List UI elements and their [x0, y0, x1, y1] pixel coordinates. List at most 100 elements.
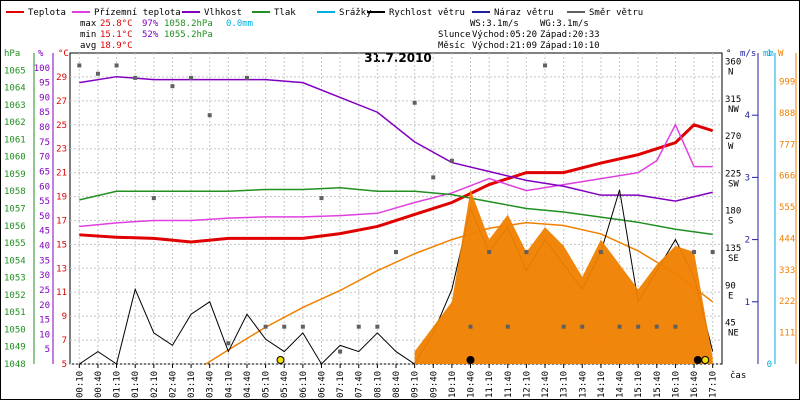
- wind-direction-point-19: [431, 175, 436, 180]
- stat-min-label: min: [80, 30, 96, 40]
- x-tick-20: 10:10: [448, 371, 458, 398]
- sun-set: Západ:20:33: [540, 30, 600, 40]
- x-axis-label: čas: [730, 370, 746, 381]
- temperature-tick-4: 13: [56, 264, 67, 274]
- pressure-tick-15: 1063: [4, 101, 26, 111]
- astro-block: WS:3.1m/s WG:3.1m/s Slunce Východ:05:20 …: [438, 19, 600, 51]
- humidity-tick-3: 20: [39, 301, 50, 311]
- x-tick-0: 00:10: [75, 371, 85, 398]
- temperature-tick-10: 25: [56, 121, 67, 131]
- wind-direction-point-17: [394, 250, 398, 255]
- pressure-tick-6: 1054: [4, 256, 26, 266]
- x-tick-17: 08:40: [392, 371, 402, 398]
- stat-min-hum: 52%: [142, 30, 159, 40]
- pressure-tick-0: 1048: [4, 360, 26, 370]
- x-tick-18: 09:10: [411, 371, 421, 398]
- humidity-tick-5: 30: [39, 271, 50, 281]
- solar-tick-4: 555: [779, 203, 795, 213]
- wind-direction-point-12: [300, 324, 305, 329]
- x-tick-28: 14:10: [597, 371, 607, 398]
- humidity-tick-14: 75: [39, 138, 50, 148]
- temperature-tick-12: 29: [56, 73, 67, 83]
- legend-label-7: Směr větru: [589, 8, 643, 18]
- humidity-tick-0: 5: [45, 345, 50, 355]
- legend-label-6: Náraz větru: [494, 8, 554, 18]
- moon-set: Západ:10:10: [540, 41, 600, 51]
- sun-rise: Východ:05:20: [472, 30, 537, 40]
- direction-tick-dir-4: SW: [728, 179, 739, 189]
- humidity-tick-8: 45: [39, 227, 50, 237]
- wind-direction-point-16: [375, 324, 380, 329]
- x-tick-23: 11:40: [504, 371, 514, 398]
- rain-tick-1: 1: [767, 49, 772, 59]
- x-tick-4: 02:10: [150, 371, 160, 398]
- wind-tick-3: 4: [745, 111, 750, 121]
- direction-tick-dir-1: E: [728, 291, 733, 301]
- wind-unit: m/s: [740, 49, 756, 59]
- direction-tick-dir-5: W: [728, 142, 734, 152]
- x-tick-16: 08:10: [373, 371, 383, 398]
- stat-max-rain: 0.0mm: [226, 19, 253, 29]
- x-tick-30: 15:10: [634, 371, 644, 398]
- wind-direction-point-23: [505, 324, 510, 329]
- wind-direction-point-10: [263, 324, 268, 329]
- moon-label: Měsíc: [438, 41, 465, 51]
- humidity-tick-1: 10: [39, 330, 50, 340]
- humidity-unit: %: [38, 49, 44, 59]
- direction-tick-deg-6: 315: [725, 95, 741, 105]
- humidity-tick-18: 95: [39, 79, 50, 89]
- pressure-tick-17: 1065: [4, 66, 26, 76]
- humidity-tick-13: 70: [39, 153, 50, 163]
- humidity-tick-4: 25: [39, 286, 50, 296]
- solar-tick-2: 333: [779, 266, 795, 276]
- wind-direction-point-11: [282, 324, 287, 329]
- rain-unit: mm: [763, 49, 774, 59]
- wind-direction-point-29: [617, 324, 622, 329]
- legend-label-2: Vlhkost: [204, 8, 242, 18]
- wind-direction-point-20: [449, 158, 454, 163]
- series-gust-area: [414, 189, 713, 364]
- stat-avg-label: avg: [80, 41, 96, 51]
- moonrise-marker: [693, 356, 702, 364]
- x-tick-26: 13:10: [560, 371, 570, 398]
- wind-direction-point-0: [77, 63, 82, 68]
- solar-tick-0: 111: [779, 329, 795, 339]
- humidity-tick-19: 100: [34, 64, 50, 74]
- sun-label: Slunce: [438, 30, 471, 40]
- x-tick-34: 17:10: [709, 371, 719, 398]
- x-tick-27: 13:40: [578, 371, 588, 398]
- direction-tick-deg-1: 90: [725, 281, 736, 291]
- temperature-unit: °C: [58, 49, 69, 59]
- wind-direction-point-32: [673, 324, 678, 329]
- humidity-tick-6: 35: [39, 256, 50, 266]
- x-tick-22: 11:10: [485, 371, 495, 398]
- direction-unit: °: [726, 49, 731, 59]
- temperature-tick-2: 9: [62, 312, 67, 322]
- wind-direction-point-6: [189, 75, 194, 80]
- series-teplota: [79, 123, 714, 244]
- direction-tick-dir-2: SE: [728, 254, 739, 264]
- direction-tick-deg-4: 225: [725, 169, 741, 179]
- direction-tick-dir-0: NE: [728, 329, 739, 339]
- x-tick-11: 05:40: [280, 371, 290, 398]
- direction-tick-deg-7: 360: [725, 57, 741, 67]
- solar-tick-1: 222: [779, 297, 795, 307]
- left-axes: 1048104910501051105210531054105510561057…: [4, 53, 67, 370]
- temperature-tick-1: 7: [62, 336, 67, 346]
- wind-direction-point-15: [356, 324, 361, 329]
- direction-tick-deg-2: 135: [725, 244, 741, 254]
- pressure-tick-11: 1059: [4, 170, 26, 180]
- wind-tick-1: 2: [745, 236, 750, 246]
- x-tick-10: 05:10: [262, 371, 272, 398]
- sunrise-marker: [276, 356, 285, 364]
- temperature-tick-0: 5: [62, 360, 67, 370]
- solar-tick-8: 999: [779, 78, 795, 88]
- moon-rise: Východ:21:09: [472, 41, 537, 51]
- x-tick-5: 02:40: [168, 371, 178, 398]
- direction-tick-dir-3: S: [728, 217, 733, 227]
- pressure-tick-16: 1064: [4, 84, 26, 94]
- pressure-tick-2: 1050: [4, 325, 26, 335]
- humidity-tick-16: 85: [39, 108, 50, 118]
- wind-direction-point-13: [319, 196, 324, 201]
